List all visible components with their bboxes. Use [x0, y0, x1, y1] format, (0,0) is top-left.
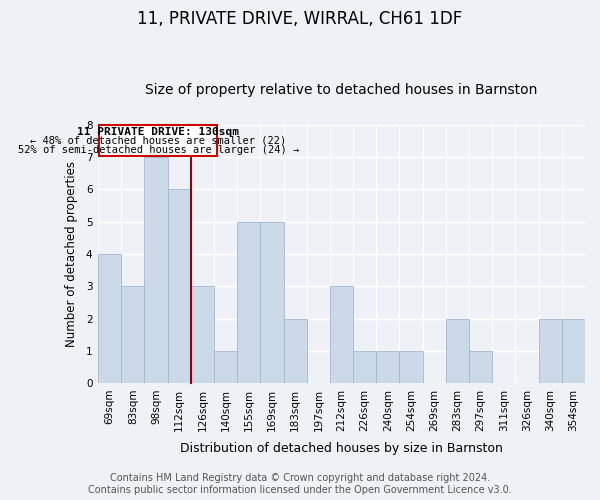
Bar — [167, 189, 191, 383]
Text: 11 PRIVATE DRIVE: 130sqm: 11 PRIVATE DRIVE: 130sqm — [77, 127, 239, 137]
Title: Size of property relative to detached houses in Barnston: Size of property relative to detached ho… — [145, 83, 538, 97]
X-axis label: Distribution of detached houses by size in Barnston: Distribution of detached houses by size … — [180, 442, 503, 455]
Bar — [469, 351, 492, 383]
Bar — [562, 318, 585, 383]
FancyBboxPatch shape — [99, 124, 217, 156]
Bar — [284, 318, 307, 383]
Bar — [191, 286, 214, 383]
Bar — [400, 351, 422, 383]
Bar — [121, 286, 145, 383]
Y-axis label: Number of detached properties: Number of detached properties — [65, 161, 77, 347]
Bar — [237, 222, 260, 383]
Text: ← 48% of detached houses are smaller (22): ← 48% of detached houses are smaller (22… — [30, 136, 286, 145]
Bar — [330, 286, 353, 383]
Bar — [98, 254, 121, 383]
Bar — [376, 351, 400, 383]
Text: 52% of semi-detached houses are larger (24) →: 52% of semi-detached houses are larger (… — [18, 145, 299, 155]
Bar — [214, 351, 237, 383]
Bar — [539, 318, 562, 383]
Text: Contains HM Land Registry data © Crown copyright and database right 2024.
Contai: Contains HM Land Registry data © Crown c… — [88, 474, 512, 495]
Bar — [260, 222, 284, 383]
Bar — [353, 351, 376, 383]
Text: 11, PRIVATE DRIVE, WIRRAL, CH61 1DF: 11, PRIVATE DRIVE, WIRRAL, CH61 1DF — [137, 10, 463, 28]
Bar — [446, 318, 469, 383]
Bar — [145, 157, 167, 383]
